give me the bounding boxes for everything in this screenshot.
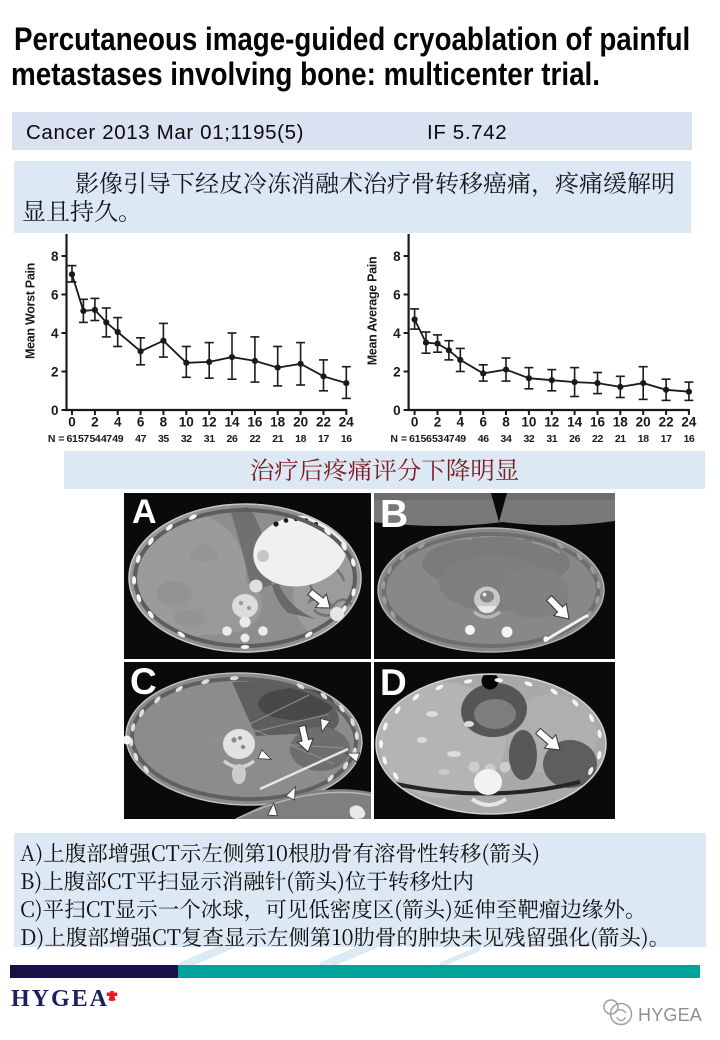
svg-text:61: 61 — [67, 433, 78, 445]
svg-text:18: 18 — [638, 433, 649, 445]
svg-text:18: 18 — [613, 415, 629, 430]
svg-text:21: 21 — [272, 433, 283, 445]
svg-text:53: 53 — [432, 433, 443, 445]
svg-text:35: 35 — [158, 433, 169, 445]
svg-text:4: 4 — [457, 415, 465, 430]
svg-text:32: 32 — [523, 433, 534, 445]
svg-text:HYGEA: HYGEA — [638, 1005, 702, 1025]
svg-text:A: A — [132, 493, 157, 531]
svg-text:20: 20 — [293, 415, 308, 430]
svg-text:C: C — [130, 661, 157, 702]
svg-text:2: 2 — [51, 364, 59, 379]
svg-text:26: 26 — [227, 433, 238, 445]
svg-text:Mean Worst Pain: Mean Worst Pain — [24, 263, 38, 359]
svg-text:Mean Average Pain: Mean Average Pain — [366, 257, 380, 366]
svg-text:0: 0 — [68, 415, 76, 430]
svg-text:18: 18 — [295, 433, 306, 445]
svg-text:16: 16 — [341, 433, 352, 445]
svg-text:22: 22 — [659, 415, 674, 430]
svg-text:8: 8 — [51, 249, 59, 264]
svg-text:31: 31 — [546, 433, 557, 445]
svg-text:8: 8 — [393, 249, 401, 264]
svg-text:31: 31 — [204, 433, 215, 445]
svg-text:14: 14 — [567, 415, 583, 430]
svg-text:26: 26 — [569, 433, 580, 445]
svg-text:6: 6 — [137, 415, 145, 430]
svg-text:2: 2 — [434, 415, 442, 430]
svg-text:24: 24 — [339, 415, 355, 430]
svg-text:32: 32 — [181, 433, 192, 445]
svg-text:47: 47 — [135, 433, 146, 445]
svg-text:4: 4 — [51, 326, 59, 341]
svg-text:12: 12 — [202, 415, 217, 430]
svg-text:4: 4 — [114, 415, 122, 430]
svg-text:0: 0 — [393, 403, 401, 418]
svg-text:16: 16 — [590, 415, 606, 430]
svg-text:56: 56 — [421, 433, 432, 445]
svg-text:B: B — [380, 493, 408, 536]
svg-text:8: 8 — [502, 415, 510, 430]
svg-text:22: 22 — [249, 433, 260, 445]
svg-text:10: 10 — [521, 415, 536, 430]
svg-text:2: 2 — [393, 364, 401, 379]
svg-text:61: 61 — [409, 433, 420, 445]
svg-text:22: 22 — [316, 415, 331, 430]
svg-text:20: 20 — [636, 415, 651, 430]
svg-text:47: 47 — [101, 433, 112, 445]
svg-text:0: 0 — [51, 403, 59, 418]
svg-text:8: 8 — [160, 415, 168, 430]
svg-text:N =: N = — [48, 433, 65, 445]
svg-text:14: 14 — [224, 415, 240, 430]
svg-text:57: 57 — [78, 433, 89, 445]
svg-text:0: 0 — [411, 415, 419, 430]
svg-text:16: 16 — [247, 415, 263, 430]
svg-text:6: 6 — [51, 287, 59, 302]
svg-text:49: 49 — [455, 433, 466, 445]
svg-text:17: 17 — [318, 433, 329, 445]
svg-text:18: 18 — [270, 415, 286, 430]
svg-text:22: 22 — [592, 433, 603, 445]
svg-text:34: 34 — [501, 433, 512, 445]
svg-text:46: 46 — [478, 433, 489, 445]
svg-text:D: D — [380, 662, 407, 703]
svg-text:17: 17 — [661, 433, 672, 445]
svg-text:6: 6 — [479, 415, 487, 430]
svg-text:10: 10 — [179, 415, 194, 430]
svg-text:47: 47 — [443, 433, 454, 445]
svg-text:6: 6 — [393, 287, 401, 302]
svg-text:49: 49 — [112, 433, 123, 445]
svg-text:12: 12 — [544, 415, 559, 430]
svg-text:16: 16 — [683, 433, 694, 445]
svg-text:4: 4 — [393, 326, 401, 341]
svg-text:21: 21 — [615, 433, 626, 445]
svg-text:54: 54 — [89, 433, 100, 445]
svg-text:24: 24 — [681, 415, 697, 430]
svg-text:N =: N = — [390, 433, 407, 445]
svg-text:2: 2 — [91, 415, 99, 430]
